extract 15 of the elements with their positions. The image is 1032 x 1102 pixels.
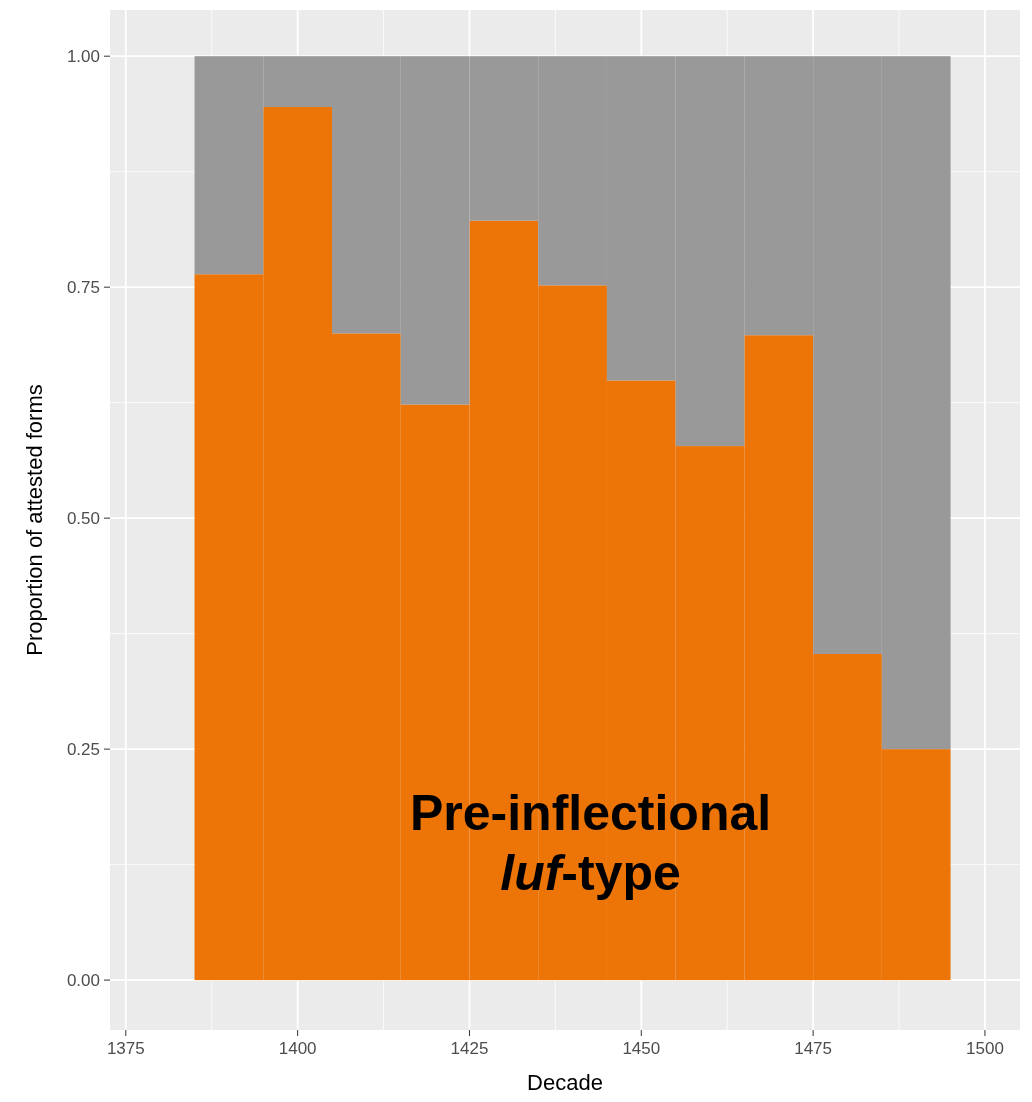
y-axis-title: Proportion of attested forms (22, 384, 47, 656)
x-tick-label: 1400 (278, 1039, 317, 1058)
x-tick-label: 1475 (794, 1039, 833, 1058)
x-tick-label: 1500 (966, 1039, 1004, 1058)
annotation: luf-type (500, 845, 681, 901)
y-tick-label: 0.75 (66, 278, 100, 298)
annotation: Pre-inflectional (409, 785, 772, 841)
x-tick-label: 1375 (106, 1039, 145, 1058)
x-axis-title: Decade (527, 1070, 603, 1095)
x-tick-label: 1450 (622, 1039, 661, 1058)
x-tick-label: 1425 (450, 1039, 489, 1058)
y-tick-label: 0.50 (66, 509, 100, 529)
y-tick-label: 0.25 (66, 740, 100, 760)
y-tick-label: 1.00 (66, 47, 100, 67)
y-tick-label: 0.00 (66, 971, 100, 991)
